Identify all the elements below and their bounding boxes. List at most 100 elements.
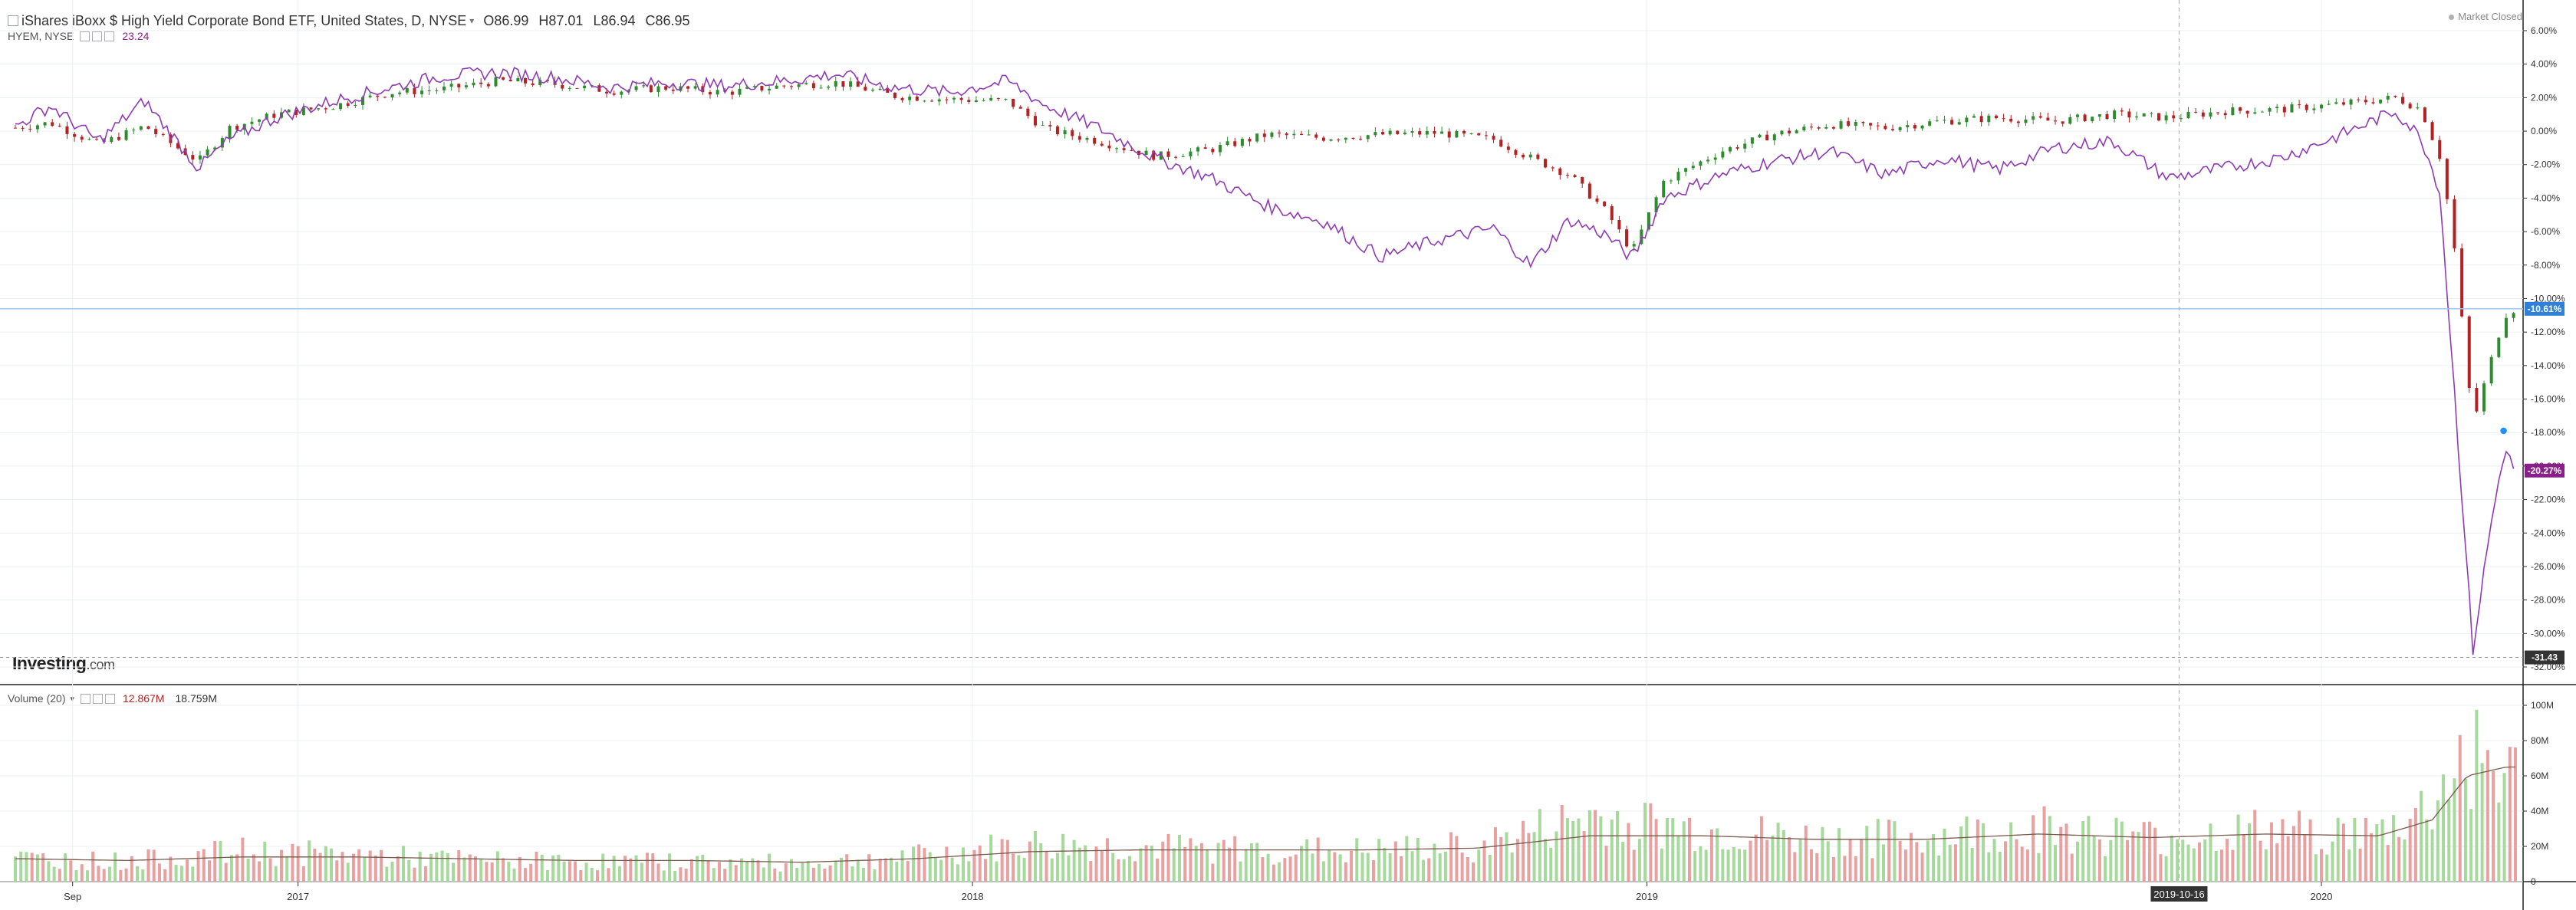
volume-bar <box>1544 839 1548 882</box>
volume-bar <box>1377 839 1381 882</box>
volume-bar <box>2170 836 2173 882</box>
chevron-down-icon[interactable]: ▾ <box>469 15 475 26</box>
collapse-toggle-icon[interactable] <box>8 15 18 26</box>
volume-bar <box>1721 849 1725 882</box>
candle-body <box>1506 146 1510 150</box>
candle-body <box>1159 151 1163 160</box>
volume-bar <box>1455 836 1459 882</box>
volume-bar <box>380 849 383 882</box>
candle-body <box>1403 133 1406 134</box>
volume-bar <box>1654 819 1658 882</box>
volume-bar <box>756 860 760 882</box>
candle-body <box>1891 129 1895 130</box>
candle-body <box>1344 137 1347 140</box>
volume-bar <box>590 867 594 882</box>
candle-body <box>856 81 860 87</box>
volume-bar <box>850 866 854 882</box>
volume-bar <box>1826 841 1830 882</box>
volume-bar <box>1393 841 1397 882</box>
volume-bar <box>241 837 245 882</box>
volume-bar <box>229 855 233 882</box>
instrument-title: iShares iBoxx $ High Yield Corporate Bon… <box>21 12 467 28</box>
volume-bars <box>14 709 2517 882</box>
volume-bar <box>224 862 228 882</box>
volume-bar <box>1893 821 1897 882</box>
volume-bar <box>1443 851 1447 882</box>
volume-bar <box>1466 856 1469 882</box>
volume-bar <box>102 869 106 882</box>
volume-bar <box>2214 850 2218 882</box>
volume-bar <box>1788 836 1791 882</box>
candle-body <box>1144 150 1148 156</box>
min-badge: -31.43 <box>2532 652 2558 663</box>
volume-bar <box>279 849 283 882</box>
volume-bar <box>2131 831 2135 882</box>
candle-body <box>117 136 120 140</box>
volume-bar <box>1699 846 1703 882</box>
candle-body <box>2430 122 2434 140</box>
candle-body <box>1906 125 1910 128</box>
candle-body <box>1492 136 1495 140</box>
volume-bar <box>2486 750 2489 882</box>
candle-body <box>1950 120 1954 125</box>
volume-bar <box>2015 839 2018 882</box>
volume-bar <box>873 869 877 882</box>
candle-body <box>1351 137 1355 140</box>
volume-bar <box>507 862 511 882</box>
candle-body <box>708 92 712 95</box>
volume-bar <box>196 851 200 882</box>
volume-bar <box>2042 806 2046 882</box>
candle-body <box>1314 134 1318 138</box>
volume-bar <box>1172 848 1176 882</box>
close-icon[interactable] <box>104 31 115 41</box>
volume-bar <box>473 856 477 882</box>
volume-bar <box>945 846 949 882</box>
volume-bar <box>933 857 937 882</box>
candle-body <box>1122 148 1126 150</box>
volume-bar <box>895 861 899 882</box>
y-tick-label: -26.00% <box>2531 561 2565 572</box>
volume-bar <box>1216 843 1220 882</box>
volume-bar <box>595 870 599 882</box>
volume-bar <box>2259 840 2262 882</box>
volume-bar <box>1621 842 1625 882</box>
volume-bar <box>2380 819 2384 882</box>
settings-icon[interactable] <box>93 693 104 704</box>
volume-bar <box>1759 816 1763 882</box>
candle-body <box>1410 131 1414 133</box>
candle-body <box>139 126 143 130</box>
settings-icon[interactable] <box>92 31 103 41</box>
candle-body <box>1662 180 1666 198</box>
candle-body <box>1270 132 1274 137</box>
candle-body <box>1152 150 1156 160</box>
volume-bar <box>834 860 837 882</box>
eye-icon[interactable] <box>80 31 90 41</box>
vol-tick-label: 60M <box>2531 770 2548 781</box>
candle-body <box>2150 113 2153 114</box>
volume-bar <box>1682 821 1686 882</box>
volume-bar <box>390 862 394 882</box>
candle-body <box>43 122 47 126</box>
candle-body <box>583 85 587 89</box>
candle-body <box>656 86 660 93</box>
volume-bar <box>2087 816 2091 882</box>
close-icon[interactable] <box>105 693 116 704</box>
volume-bar <box>1383 847 1387 882</box>
volume-bar <box>1117 859 1120 882</box>
volume-bar <box>346 862 350 882</box>
candle-body <box>908 96 912 100</box>
candle-body <box>472 82 475 86</box>
volume-bar <box>2308 820 2312 882</box>
candle-body <box>250 121 254 124</box>
volume-bar <box>2480 763 2484 882</box>
candle-body <box>1817 127 1821 129</box>
volume-bar <box>2186 844 2190 882</box>
volume-bar <box>1199 843 1203 882</box>
eye-icon[interactable] <box>81 693 91 704</box>
candle-body <box>982 100 985 101</box>
candle-body <box>346 103 350 107</box>
volume-bar <box>252 854 255 882</box>
candle-body <box>354 104 357 107</box>
